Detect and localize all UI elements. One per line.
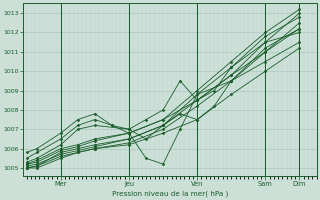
X-axis label: Pression niveau de la mer( hPa ): Pression niveau de la mer( hPa )	[112, 190, 228, 197]
